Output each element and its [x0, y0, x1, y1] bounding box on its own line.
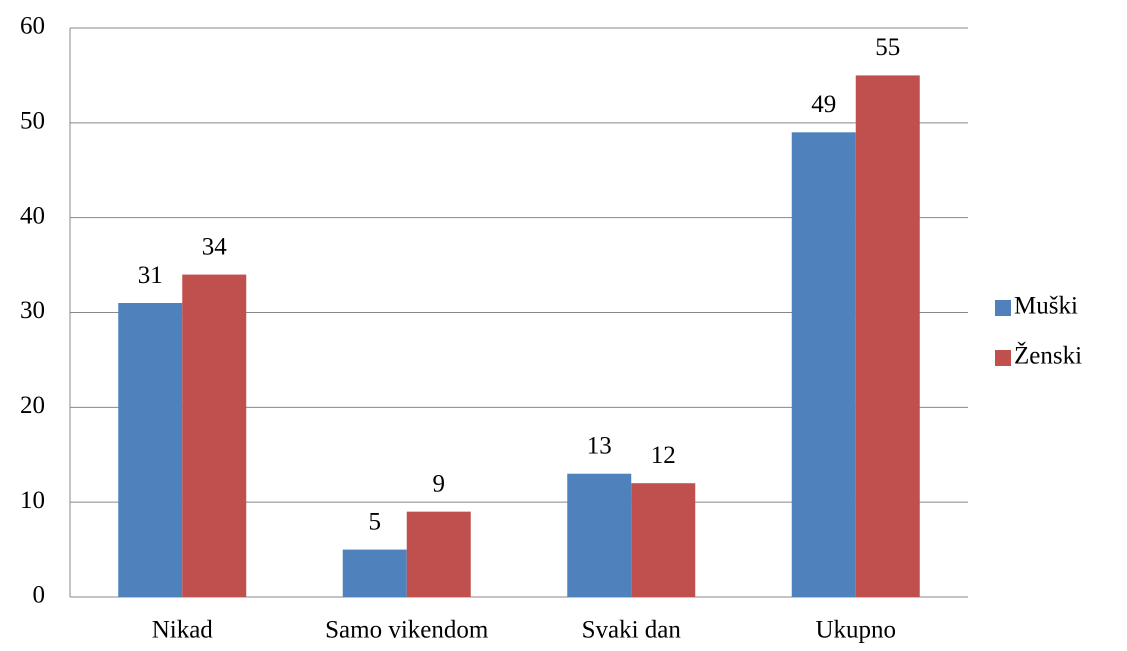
bar — [791, 132, 856, 598]
bar — [118, 303, 183, 597]
data-label: 12 — [651, 442, 676, 469]
bar — [567, 473, 632, 597]
data-label: 34 — [202, 233, 228, 260]
bar — [631, 483, 696, 597]
x-tick-label: Nikad — [152, 617, 214, 644]
x-tick-label: Ukupno — [815, 617, 896, 644]
data-label: 5 — [369, 508, 382, 535]
x-tick-label: Samo vikendom — [325, 617, 489, 644]
x-tick-label: Svaki dan — [582, 617, 682, 644]
y-tick-label: 60 — [20, 13, 45, 40]
y-tick-label: 50 — [20, 108, 45, 135]
y-tick-label: 10 — [20, 487, 45, 514]
y-tick-label: 40 — [20, 202, 45, 229]
data-label: 9 — [433, 470, 446, 497]
legend-swatch — [995, 350, 1011, 366]
data-label: 13 — [587, 432, 612, 459]
data-label: 55 — [875, 34, 900, 61]
data-label: 31 — [138, 262, 163, 289]
y-tick-label: 30 — [20, 297, 45, 324]
bar — [342, 549, 407, 597]
legend-swatch — [995, 300, 1011, 316]
bar — [182, 274, 247, 597]
legend-label: Ženski — [1014, 342, 1082, 370]
bar — [855, 75, 920, 597]
y-tick-label: 0 — [33, 582, 46, 609]
y-tick-label: 20 — [20, 392, 45, 419]
data-label: 49 — [811, 91, 836, 118]
bar — [406, 511, 471, 597]
legend-label: Muški — [1014, 293, 1078, 320]
